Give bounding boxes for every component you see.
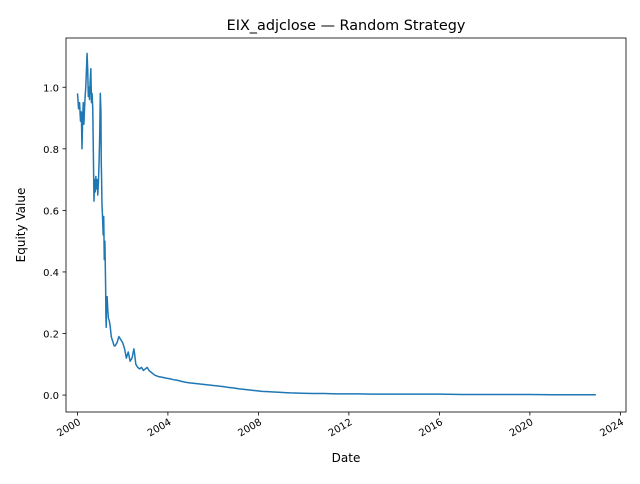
plot-frame (65, 37, 627, 413)
x-tick-label: 2012 (327, 417, 355, 439)
chart-title: EIX_adjclose — Random Strategy (227, 18, 466, 34)
y-tick-label: 0.0 (43, 391, 59, 402)
equity-series-line (76, 52, 596, 396)
x-tick-label: 2024 (598, 417, 626, 439)
y-tick-label: 0.4 (43, 268, 59, 279)
y-axis: 0.0 0.2 0.4 0.6 0.8 1.0 (43, 83, 66, 402)
x-axis: 2000 2004 2008 2012 2016 2020 2024 (55, 412, 626, 439)
x-tick-label: 2000 (55, 417, 83, 439)
x-tick-label: 2004 (146, 417, 174, 439)
y-tick-label: 0.2 (43, 330, 59, 341)
y-tick-label: 0.6 (43, 206, 59, 217)
y-tick-label: 1.0 (43, 83, 59, 94)
y-tick-label: 0.8 (43, 145, 59, 156)
x-tick-label: 2020 (508, 417, 536, 439)
x-tick-label: 2008 (236, 417, 264, 439)
x-axis-label: Date (332, 451, 361, 465)
x-tick-label: 2016 (417, 417, 445, 439)
plot-area (76, 52, 596, 396)
y-axis-label: Equity Value (14, 188, 28, 263)
